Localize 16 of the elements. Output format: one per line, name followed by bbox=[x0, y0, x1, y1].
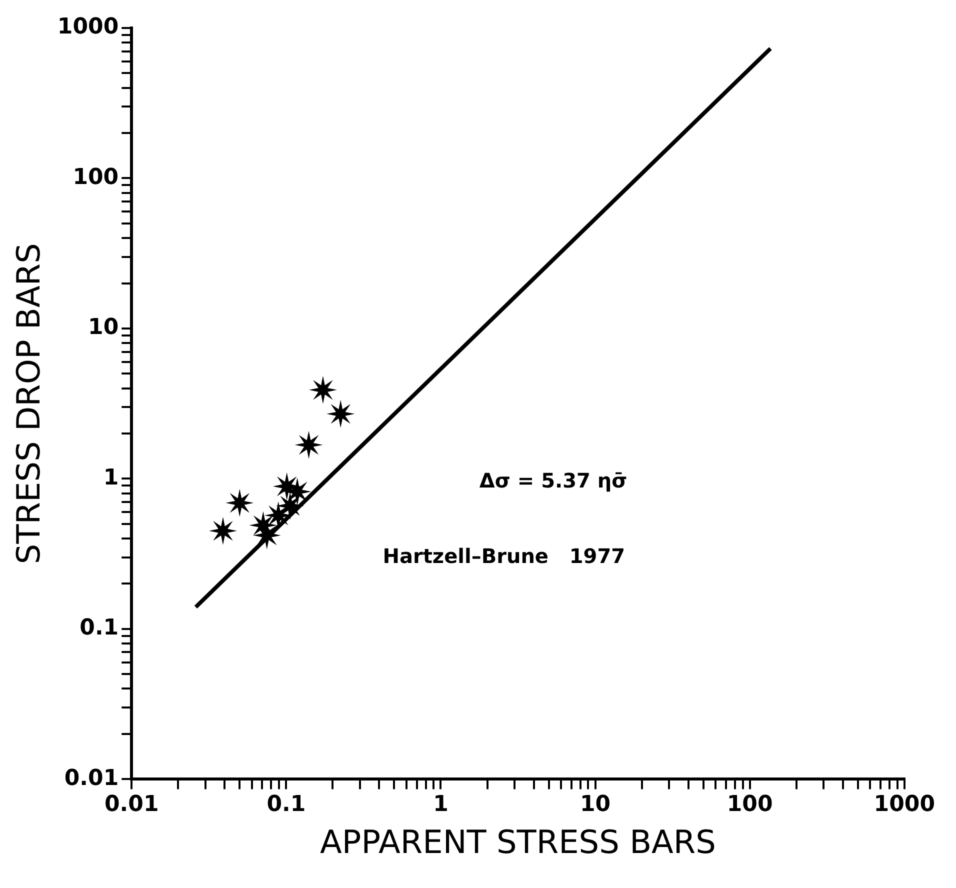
x-tick-label: 100 bbox=[726, 792, 773, 818]
annotation: Δσ = 5.37 ησ̄ bbox=[479, 468, 628, 493]
y-tick-label: 0.1 bbox=[80, 616, 119, 641]
y-tick-label: 0.01 bbox=[64, 766, 119, 791]
y-tick-label: 1000 bbox=[57, 14, 119, 40]
x-tick-label: 0.1 bbox=[266, 792, 306, 818]
y-tick-label: 1 bbox=[103, 465, 119, 490]
x-axis-title: APPARENT STRESS BARS bbox=[320, 823, 716, 862]
x-tick-label: 1000 bbox=[874, 792, 935, 818]
x-tick-label: 1 bbox=[433, 792, 448, 818]
y-axis-title: STRESS DROP BARS bbox=[10, 243, 48, 564]
x-tick-label: 0.01 bbox=[104, 792, 159, 818]
y-tick-label: 10 bbox=[88, 315, 119, 340]
annotation: Hartzell–Brune 1977 bbox=[382, 544, 626, 568]
x-tick-label: 10 bbox=[580, 792, 611, 818]
y-tick-label: 100 bbox=[72, 164, 119, 190]
